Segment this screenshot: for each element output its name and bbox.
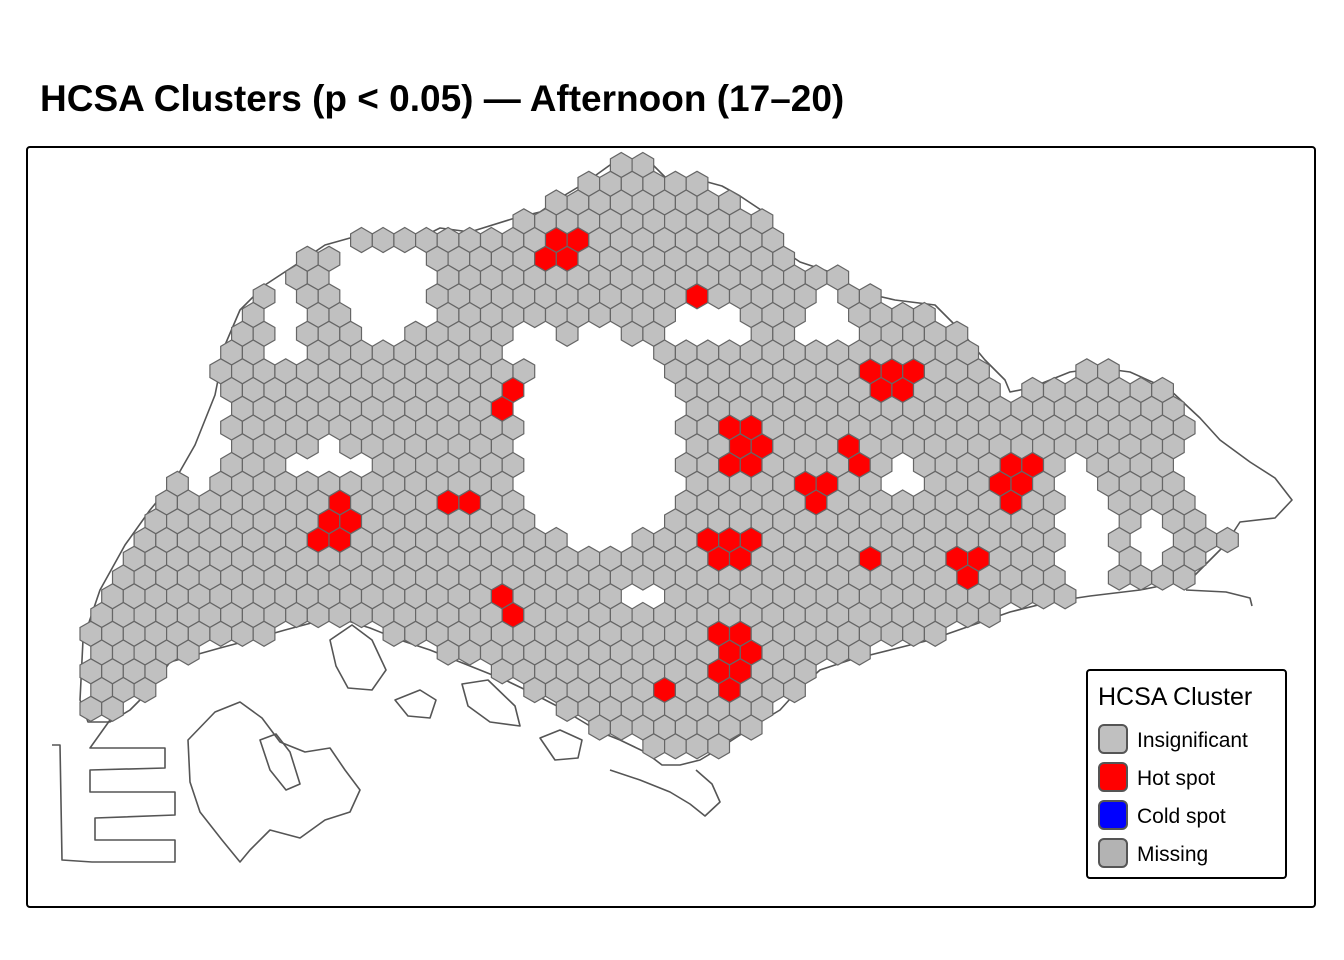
coastline-offshore-2 <box>329 624 387 691</box>
hex-cell-insignificant <box>404 620 427 647</box>
hex-cell-insignificant <box>663 733 687 760</box>
hex-cell-insignificant <box>620 320 644 347</box>
coastline-sentosa <box>539 729 583 761</box>
coastline-offshore-3 <box>394 689 437 719</box>
hex-cell-insignificant <box>176 639 200 666</box>
hex-cell-insignificant <box>977 601 1001 629</box>
hex-cell-insignificant <box>350 601 373 629</box>
hex-cell-insignificant <box>393 226 417 254</box>
map-title: HCSA Clusters (p < 0.05) — Afternoon (17… <box>40 78 845 119</box>
coastline-tuas <box>52 719 176 863</box>
coastline-jurong-island <box>187 701 361 863</box>
hex-cell-insignificant <box>707 733 731 760</box>
hex-cell-insignificant <box>328 601 352 629</box>
hex-cell-insignificant <box>1129 564 1153 591</box>
hex-cell-insignificant <box>306 601 330 629</box>
hex-cell-insignificant <box>523 301 547 329</box>
legend-item-missing: Missing <box>1098 838 1283 872</box>
hex-cell-insignificant <box>588 301 612 329</box>
map-frame <box>26 146 1316 908</box>
hex-cell-insignificant <box>923 620 947 647</box>
legend: HCSA Cluster Insignificant Hot spot Cold… <box>1086 669 1287 879</box>
hex-cell-insignificant <box>739 714 763 741</box>
legend-label-hot-spot: Hot spot <box>1137 767 1216 790</box>
hex-cell-insignificant <box>101 695 124 722</box>
hex-cell-insignificant <box>1107 564 1131 591</box>
hex-cell-insignificant <box>880 620 904 647</box>
hex-cell-insignificant <box>350 226 373 254</box>
coastline-offshore-1 <box>259 733 301 791</box>
hex-cell-insignificant <box>371 226 395 254</box>
hex-cell-insignificant <box>782 676 806 704</box>
hex-cell-insignificant <box>490 658 514 685</box>
legend-label-cold-spot: Cold spot <box>1137 805 1226 828</box>
hex-cell-insignificant <box>382 620 406 647</box>
hex-cell-insignificant <box>588 714 612 741</box>
legend-swatch-hot-spot <box>1098 762 1128 792</box>
hex-cell-insignificant <box>285 601 308 629</box>
hex-cell-insignificant <box>133 676 157 704</box>
hex-cell-insignificant <box>707 283 731 310</box>
hex-cell-insignificant <box>436 639 460 666</box>
hex-cell-insignificant <box>1010 583 1034 610</box>
hex-cell-insignificant <box>1031 583 1055 610</box>
hex-cell-insignificant <box>231 620 254 647</box>
legend-item-insignificant: Insignificant <box>1098 724 1283 758</box>
hex-cell-hot-spot <box>685 283 709 310</box>
hex-cell-insignificant <box>458 639 482 666</box>
hex-cell-insignificant <box>523 676 547 704</box>
legend-item-cold-spot: Cold spot <box>1098 800 1283 834</box>
legend-swatch-missing <box>1098 838 1128 868</box>
hex-cell-insignificant <box>555 320 579 347</box>
legend-swatch-insignificant <box>1098 724 1128 754</box>
legend-item-hot-spot: Hot spot <box>1098 762 1283 796</box>
hex-cell-insignificant <box>685 733 709 760</box>
hex-cell-insignificant <box>631 564 655 591</box>
hex-cell-insignificant <box>609 714 633 741</box>
hex-cell-insignificant <box>209 620 233 647</box>
hex-cell-insignificant <box>339 433 363 460</box>
coastline-east <box>1185 589 1253 607</box>
hex-cell-insignificant <box>1216 526 1239 554</box>
hex-cell-insignificant <box>902 620 926 647</box>
hex-cell-insignificant <box>1172 564 1196 591</box>
hex-cell-insignificant <box>79 695 103 722</box>
legend-title: HCSA Cluster <box>1098 683 1253 711</box>
legend-label-missing: Missing <box>1137 843 1209 866</box>
legend-swatch-cold-spot <box>1098 800 1128 830</box>
hex-cell-insignificant <box>956 601 980 629</box>
hex-cell-insignificant <box>252 620 276 647</box>
hex-cell-insignificant <box>826 639 850 666</box>
legend-label-insignificant: Insignificant <box>1137 729 1248 752</box>
hexagon-grid <box>79 151 1239 760</box>
hex-cell-insignificant <box>1053 583 1077 610</box>
coastline-offshore-4 <box>461 679 521 727</box>
hex-cell-insignificant <box>295 433 319 460</box>
hex-cell-insignificant <box>847 639 871 666</box>
hex-cell-insignificant <box>1151 564 1175 591</box>
hex-cell-insignificant <box>555 695 579 722</box>
coastline-pier <box>609 769 721 817</box>
hex-cell-insignificant <box>642 733 666 760</box>
